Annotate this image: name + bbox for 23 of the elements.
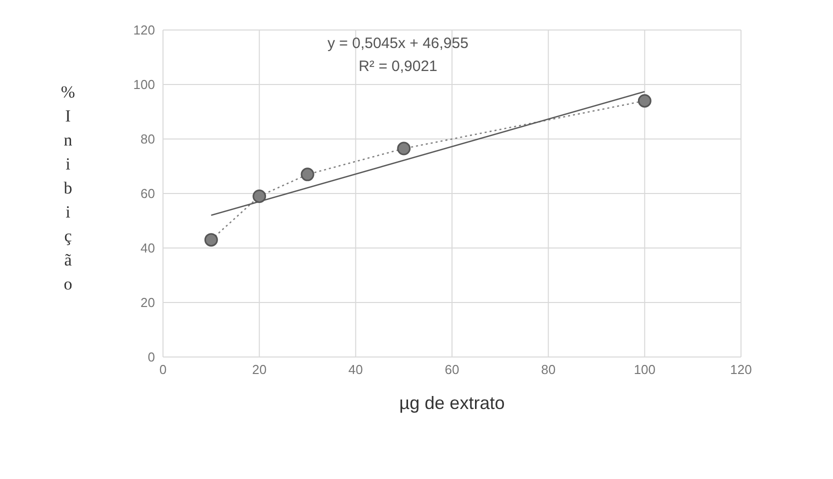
x-tick-label: 80 <box>541 362 556 378</box>
text: % Inibição <box>60 82 76 294</box>
x-tick-label: 0 <box>159 362 167 378</box>
x-axis-title: µg de extrato <box>399 393 505 413</box>
x-tick-label: 100 <box>634 362 656 378</box>
y-tick-label: 0 <box>148 350 155 365</box>
point <box>252 189 266 203</box>
y-tick-label: 100 <box>133 77 155 92</box>
point <box>204 233 218 247</box>
x-tick-label: 60 <box>444 362 460 378</box>
y-tick-label: 40 <box>140 240 155 256</box>
y-tick-label: 60 <box>140 186 155 202</box>
annotation: R² = 0,9021 <box>358 58 438 75</box>
y-tick-label: 20 <box>140 295 155 310</box>
x-tick-label: 120 <box>730 362 752 378</box>
point <box>300 168 314 182</box>
y-tick-label: 120 <box>133 22 155 38</box>
y-tick-label: 80 <box>140 132 155 147</box>
annotation: y = 0,5045x + 46,955 <box>326 35 470 52</box>
x-tick-label: 20 <box>252 362 267 378</box>
point <box>638 94 652 108</box>
point <box>397 142 411 156</box>
x-tick-label: 40 <box>348 362 363 378</box>
